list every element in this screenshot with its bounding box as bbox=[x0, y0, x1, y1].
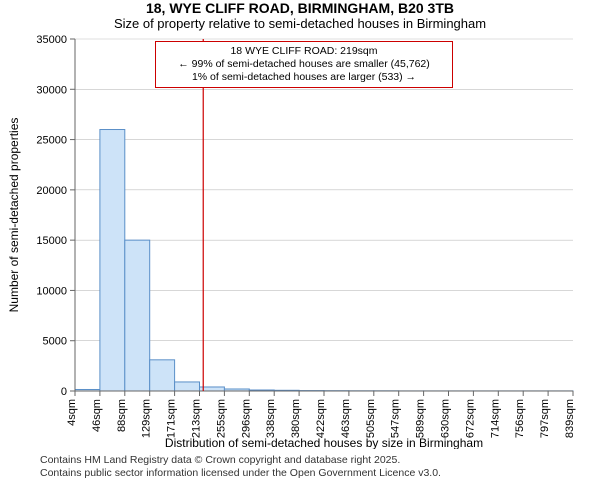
plot-wrap: 0 5000 10000 15000 20000 25000 30000 35000 4sqm 4… bbox=[0, 31, 600, 454]
svg-text:296sqm: 296sqm bbox=[240, 399, 252, 438]
svg-text:0: 0 bbox=[61, 386, 67, 398]
svg-text:25000: 25000 bbox=[36, 135, 67, 147]
svg-text:Number of semi-detached proper: Number of semi-detached properties bbox=[7, 118, 21, 313]
svg-text:46sqm: 46sqm bbox=[91, 399, 103, 432]
svg-text:756sqm: 756sqm bbox=[514, 399, 526, 438]
svg-text:35000: 35000 bbox=[36, 34, 67, 46]
svg-text:88sqm: 88sqm bbox=[116, 399, 128, 432]
svg-text:Distribution of semi-detached: Distribution of semi-detached houses by … bbox=[165, 436, 483, 449]
svg-text:714sqm: 714sqm bbox=[489, 399, 501, 438]
svg-text:547sqm: 547sqm bbox=[390, 399, 402, 438]
callout-line-2: ← 99% of semi-detached houses are smalle… bbox=[164, 58, 444, 71]
svg-text:10000: 10000 bbox=[36, 285, 67, 297]
chart-svg: 0 5000 10000 15000 20000 25000 30000 35000 4sqm 4… bbox=[0, 31, 600, 449]
svg-text:422sqm: 422sqm bbox=[315, 399, 327, 438]
svg-text:380sqm: 380sqm bbox=[290, 399, 302, 438]
svg-text:839sqm: 839sqm bbox=[564, 399, 576, 438]
svg-text:4sqm: 4sqm bbox=[66, 399, 78, 426]
callout-line-3: 1% of semi-detached houses are larger (5… bbox=[164, 71, 444, 84]
svg-text:463sqm: 463sqm bbox=[340, 399, 352, 438]
chart-subtitle: Size of property relative to semi-detach… bbox=[0, 16, 600, 31]
svg-text:171sqm: 171sqm bbox=[166, 399, 178, 438]
footer-line-2: Contains public sector information licen… bbox=[40, 467, 600, 480]
svg-text:338sqm: 338sqm bbox=[265, 399, 277, 438]
svg-text:630sqm: 630sqm bbox=[440, 399, 452, 438]
footer-line-1: Contains HM Land Registry data © Crown c… bbox=[40, 454, 600, 467]
svg-text:505sqm: 505sqm bbox=[365, 399, 377, 438]
svg-text:30000: 30000 bbox=[36, 84, 67, 96]
svg-text:672sqm: 672sqm bbox=[464, 399, 476, 438]
svg-text:129sqm: 129sqm bbox=[141, 399, 153, 438]
svg-text:797sqm: 797sqm bbox=[539, 399, 551, 438]
callout-box: 18 WYE CLIFF ROAD: 219sqm ← 99% of semi-… bbox=[155, 41, 453, 88]
svg-text:589sqm: 589sqm bbox=[415, 399, 427, 438]
svg-text:15000: 15000 bbox=[36, 235, 67, 247]
footer: Contains HM Land Registry data © Crown c… bbox=[0, 454, 600, 480]
chart-container: 18, WYE CLIFF ROAD, BIRMINGHAM, B20 3TB … bbox=[0, 0, 600, 500]
svg-text:5000: 5000 bbox=[43, 336, 67, 348]
svg-text:255sqm: 255sqm bbox=[215, 399, 227, 438]
svg-text:213sqm: 213sqm bbox=[191, 399, 203, 438]
chart-title: 18, WYE CLIFF ROAD, BIRMINGHAM, B20 3TB bbox=[0, 0, 600, 16]
callout-line-1: 18 WYE CLIFF ROAD: 219sqm bbox=[164, 45, 444, 58]
svg-text:20000: 20000 bbox=[36, 185, 67, 197]
